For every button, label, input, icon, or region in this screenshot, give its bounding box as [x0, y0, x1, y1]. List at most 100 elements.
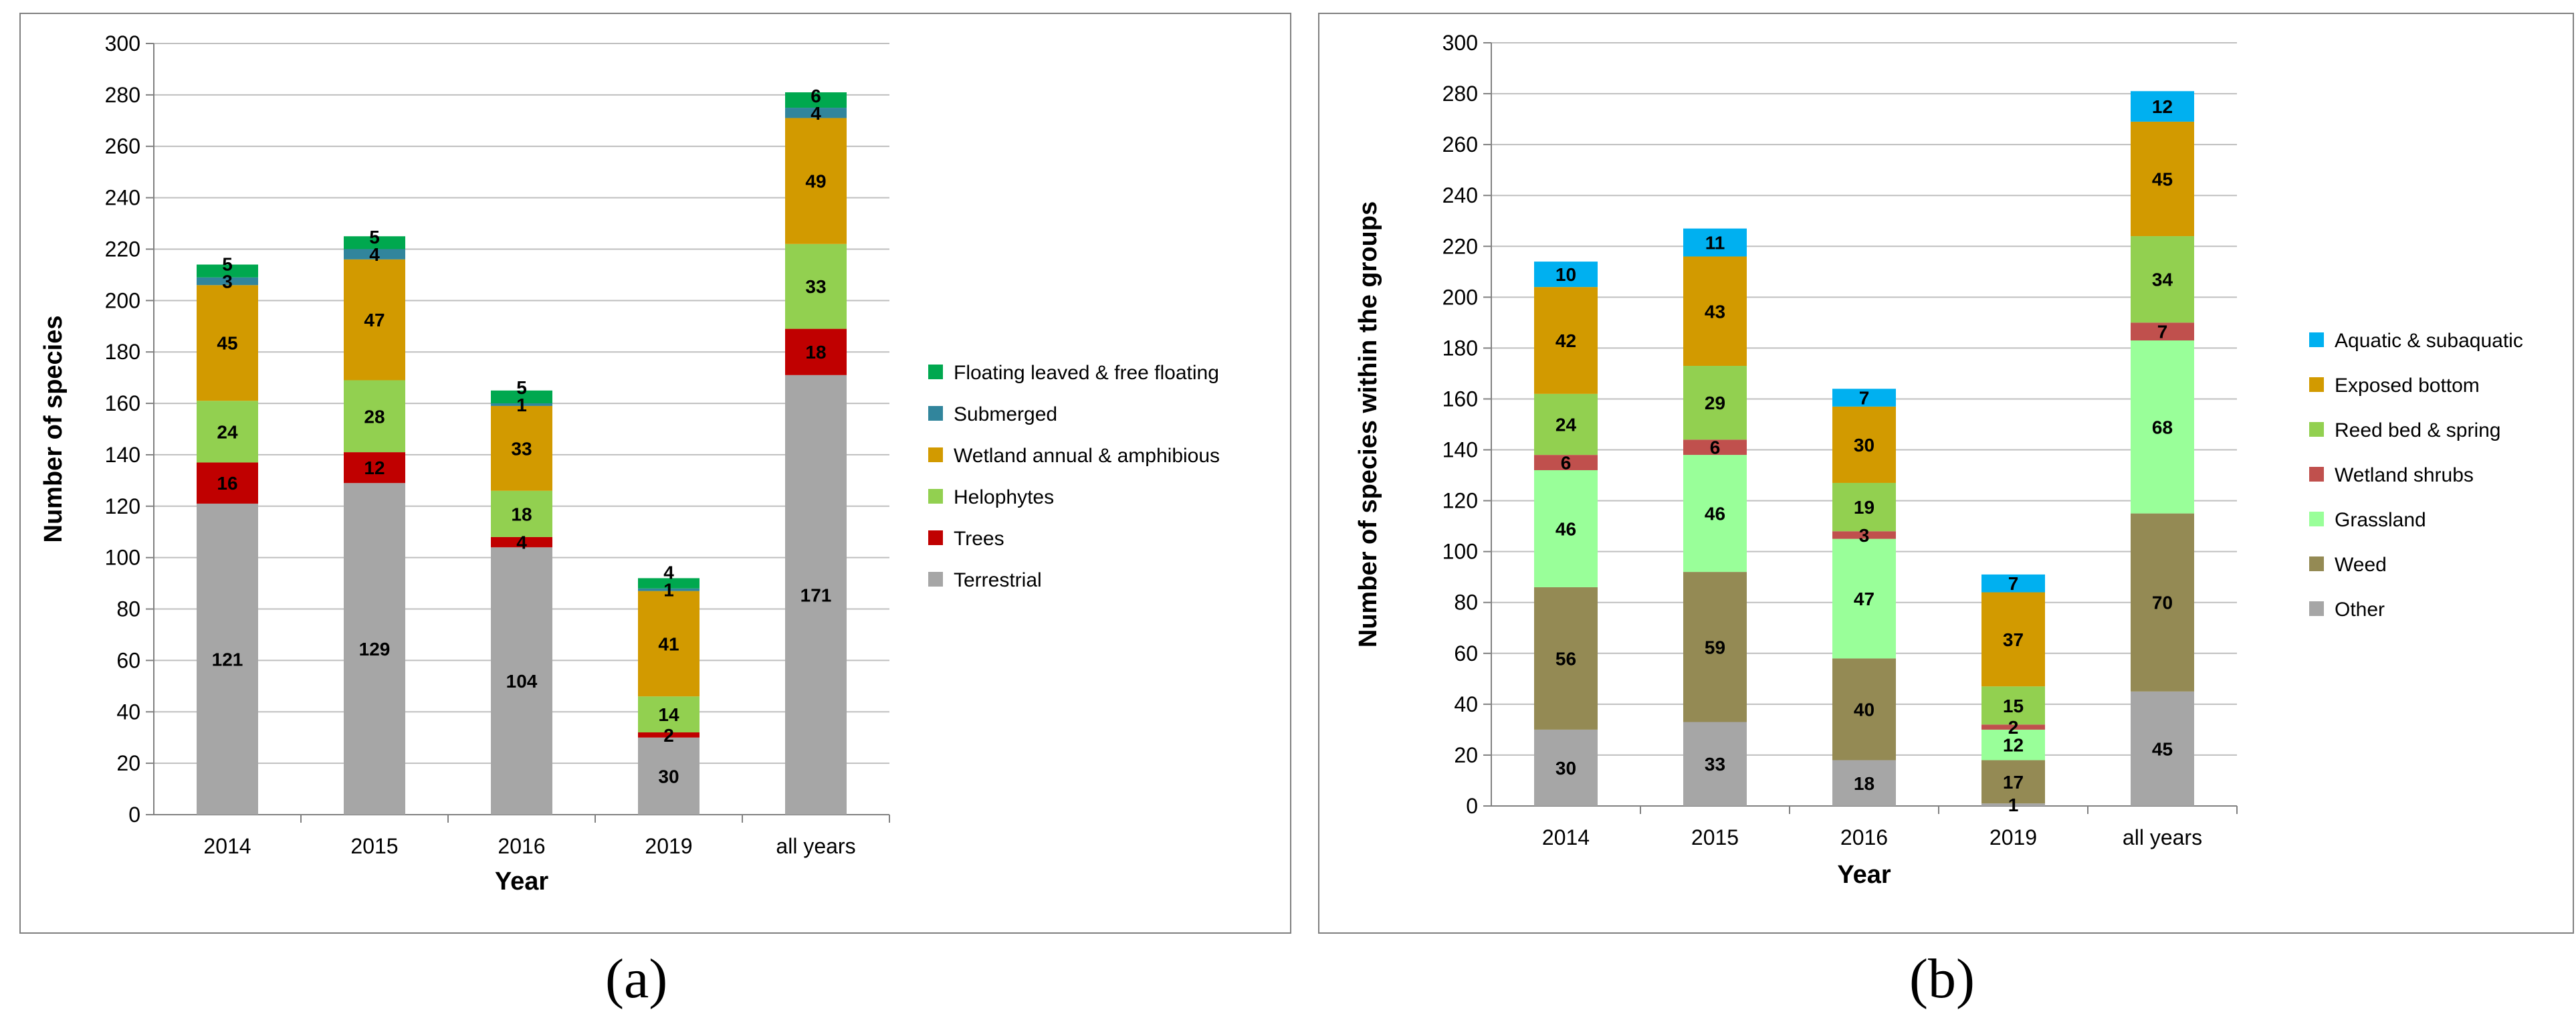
y-tick-label: 180 — [105, 340, 140, 364]
bar-terrestrial-2019 — [638, 737, 700, 815]
data-label: 30 — [1854, 435, 1874, 455]
x-tick-label: 2019 — [645, 834, 692, 858]
bar-trees-2016 — [491, 536, 552, 548]
bar-grassland-2014 — [1534, 470, 1598, 587]
bar-grassland-2016 — [1832, 538, 1896, 659]
caption-a: (a) — [605, 948, 668, 1010]
bar-reed-bed-spring-2016 — [1832, 482, 1896, 532]
chart-b: 0204060801001201401601802002202402602803… — [1318, 13, 2574, 934]
x-tick-label: all years — [2123, 825, 2202, 849]
y-tick-label: 240 — [1442, 183, 1478, 207]
bar-trees-2014 — [197, 462, 258, 504]
bar-weed-2019 — [1981, 760, 2045, 804]
x-tick-label: 2019 — [1990, 825, 2037, 849]
data-label: 56 — [1555, 648, 1576, 669]
data-label: 33 — [805, 276, 826, 297]
data-label: 4 — [516, 532, 527, 553]
bar-aquatic-subaquatic-2019 — [1981, 574, 2045, 593]
legend-swatch-exposed-bottom — [2309, 377, 2324, 392]
y-tick-label: 0 — [128, 803, 140, 827]
bar-wetland-shrubs-2016 — [1832, 531, 1896, 539]
data-label: 34 — [2152, 270, 2173, 290]
bar-submerged-all-years — [785, 108, 847, 118]
bar-floating-leaved-free-floating-all-years — [785, 92, 847, 108]
data-label: 3 — [1859, 525, 1870, 546]
y-tick-label: 300 — [105, 31, 140, 56]
data-label: 5 — [369, 227, 380, 247]
bar-aquatic-subaquatic-2016 — [1832, 389, 1896, 407]
data-label: 7 — [1859, 388, 1870, 409]
bar-submerged-2016 — [491, 403, 552, 406]
data-label: 70 — [2152, 593, 2173, 613]
x-axis-title: Year — [1837, 861, 1891, 889]
x-tick-label: 2014 — [1542, 825, 1590, 849]
bar-exposed-bottom-2015 — [1683, 256, 1747, 367]
y-tick-label: 280 — [105, 83, 140, 107]
bar-wetland-annual-amphibious-2014 — [197, 285, 258, 401]
legend-label-helophytes: Helophytes — [954, 486, 1054, 508]
bar-terrestrial-2015 — [344, 483, 405, 815]
y-tick-label: 60 — [1454, 641, 1478, 666]
x-axis-title: Year — [495, 868, 549, 896]
y-tick-label: 160 — [105, 391, 140, 415]
data-label: 4 — [811, 103, 821, 124]
legend-swatch-trees — [928, 530, 943, 545]
bar-reed-bed-spring-2014 — [1534, 393, 1598, 455]
bar-other-all-years — [2131, 691, 2194, 806]
data-label: 4 — [663, 563, 674, 583]
bar-terrestrial-2014 — [197, 503, 258, 815]
y-tick-label: 180 — [1442, 336, 1478, 360]
legend-swatch-weed — [2309, 556, 2324, 571]
data-label: 24 — [217, 421, 238, 442]
data-label: 15 — [2003, 696, 2024, 716]
bar-exposed-bottom-2014 — [1534, 287, 1598, 394]
data-label: 47 — [1854, 589, 1874, 609]
legend-swatch-other — [2309, 601, 2324, 616]
legend-swatch-submerged — [928, 406, 943, 421]
data-label: 45 — [2152, 738, 2173, 759]
legend-label-exposed-bottom: Exposed bottom — [2335, 375, 2480, 397]
x-tick-label: 2016 — [1840, 825, 1888, 849]
bar-wetland-annual-amphibious-2016 — [491, 405, 552, 491]
bar-weed-2016 — [1832, 658, 1896, 760]
x-tick-label: 2016 — [498, 834, 545, 858]
data-label: 12 — [364, 457, 385, 478]
y-tick-label: 280 — [1442, 82, 1478, 106]
y-tick-label: 120 — [105, 494, 140, 518]
data-label: 7 — [2157, 322, 2168, 342]
bar-submerged-2019 — [638, 588, 700, 591]
legend-swatch-floating-leaved-free-floating — [928, 365, 943, 379]
data-label: 45 — [2152, 169, 2173, 189]
data-label: 10 — [1555, 264, 1576, 285]
y-tick-label: 80 — [116, 597, 140, 621]
y-tick-label: 300 — [1442, 31, 1478, 55]
data-label: 37 — [2003, 629, 2024, 650]
data-label: 18 — [805, 342, 826, 363]
data-label: 6 — [1710, 437, 1721, 458]
caption-b: (b) — [1909, 948, 1975, 1010]
bar-exposed-bottom-2019 — [1981, 592, 2045, 687]
legend-label-aquatic-subaquatic: Aquatic & subaquatic — [2335, 330, 2523, 352]
x-tick-label: 2015 — [1691, 825, 1739, 849]
y-tick-label: 80 — [1454, 591, 1478, 615]
bar-trees-all-years — [785, 328, 847, 375]
legend-swatch-wetland-shrubs — [2309, 467, 2324, 482]
bar-wetland-shrubs-2019 — [1981, 724, 2045, 730]
data-label: 12 — [2003, 735, 2024, 756]
data-label: 2 — [663, 725, 674, 746]
data-label: 12 — [2152, 96, 2173, 117]
y-tick-label: 240 — [105, 186, 140, 210]
y-axis-title: Number of species within the groups — [1354, 201, 1382, 647]
bar-grassland-2015 — [1683, 455, 1747, 573]
x-tick-label: all years — [776, 834, 855, 858]
y-tick-label: 200 — [1442, 285, 1478, 309]
legend-label-wetland-shrubs: Wetland shrubs — [2335, 464, 2474, 486]
data-label: 24 — [1555, 415, 1577, 435]
bar-wetland-shrubs-2014 — [1534, 455, 1598, 470]
y-tick-label: 40 — [1454, 692, 1478, 716]
bar-floating-leaved-free-floating-2019 — [638, 578, 700, 589]
legend-label-wetland-annual-amphibious: Wetland annual & amphibious — [954, 445, 1220, 467]
data-label: 14 — [658, 704, 679, 725]
data-label: 1 — [516, 395, 527, 415]
data-label: 18 — [511, 504, 532, 524]
